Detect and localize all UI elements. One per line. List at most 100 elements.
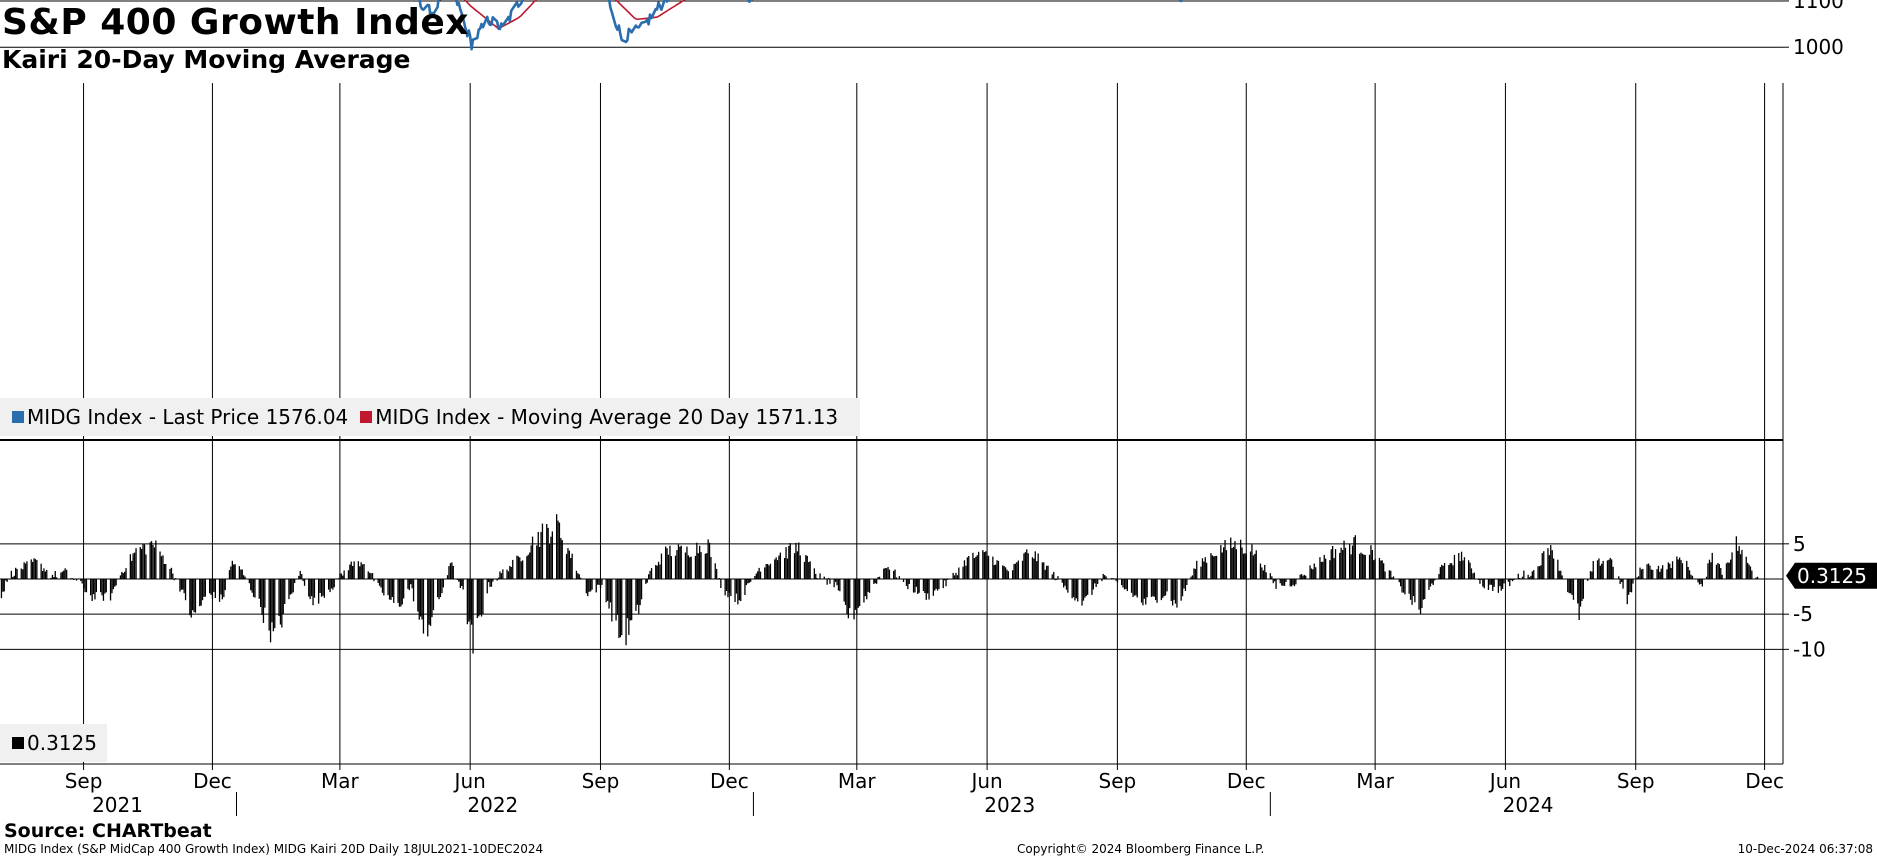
kairi-bar-561: [1112, 578, 1114, 579]
kairi-bar-250: [496, 579, 498, 581]
year-label-2024: 2024: [1503, 793, 1554, 817]
kairi-bar-584: [1156, 579, 1158, 603]
kairi-bar-450: [893, 570, 895, 579]
kairi-bar-600: [1190, 576, 1192, 579]
kairi-bar-729: [1443, 563, 1446, 579]
footer-description: MIDG Index (S&P MidCap 400 Growth Index)…: [4, 842, 544, 856]
kairi-bar-371: [735, 579, 738, 594]
kairi-bar-202: [400, 579, 402, 607]
kairi-bar-878: [1739, 554, 1742, 579]
kairi-bar-92: [182, 579, 184, 590]
kairi-bar-405: [803, 561, 806, 579]
kairi-bar-51: [101, 579, 103, 596]
kairi-bar-558: [1105, 576, 1107, 579]
kairi-bar-24: [46, 569, 48, 579]
kairi-bar-625: [1240, 539, 1242, 579]
kairi-bar-807: [1599, 565, 1601, 579]
kairi-bar-141: [279, 579, 282, 625]
kairi-bar-720: [1428, 579, 1430, 590]
kairi-bar-49: [95, 579, 97, 593]
kairi-bar-418: [827, 577, 830, 579]
kairi-bar-723: [1432, 579, 1434, 585]
kairi-bar-134: [264, 579, 266, 608]
kairi-bar-180: [357, 561, 359, 579]
kairi-bar-886: [1756, 576, 1759, 579]
kairi-bar-819: [1622, 579, 1624, 589]
kairi-bar-52: [102, 579, 105, 601]
kairi-bar-338: [669, 545, 671, 579]
kairi-bar-782: [1550, 545, 1552, 579]
kairi-bar-78: [153, 547, 156, 579]
kairi-bar-358: [708, 542, 711, 579]
kairi-bar-787: [1560, 570, 1562, 579]
kairi-bar-244: [482, 579, 484, 615]
kairi-bar-652: [1292, 579, 1294, 585]
kairi-bar-812: [1609, 557, 1611, 579]
kairi-bar-770: [1527, 574, 1529, 579]
kairi-bar-435: [863, 579, 865, 603]
kairi-bar-788: [1561, 575, 1563, 579]
kairi-bar-536: [1063, 579, 1065, 588]
kairi-bar-442: [876, 579, 878, 584]
kairi-bar-722: [1431, 579, 1433, 584]
chart-title: S&P 400 Growth Index: [2, 2, 470, 43]
kairi-bar-437: [866, 579, 868, 600]
kairi-bar-2: [3, 579, 5, 592]
kairi-bar-339: [670, 556, 672, 579]
kairi-bar-224: [442, 579, 444, 588]
kairi-bar-715: [1418, 579, 1420, 610]
kairi-bar-643: [1274, 579, 1276, 582]
kairi-bar-620: [1230, 537, 1232, 579]
kairi-bar-137: [271, 579, 273, 623]
price-legend: MIDG Index - Last Price 1576.04 MIDG Inde…: [0, 398, 861, 436]
kairi-bar-681: [1350, 554, 1352, 579]
kairi-bar-302: [598, 579, 600, 585]
kairi-bar-829: [1642, 568, 1644, 579]
kairi-bar-7: [13, 575, 15, 579]
kairi-bar-269: [531, 536, 534, 579]
kairi-bar-107: [211, 579, 214, 599]
kairi-bar-735: [1458, 553, 1460, 579]
kairi-bar-657: [1302, 575, 1304, 579]
kairi-bar-362: [717, 579, 719, 580]
kairi-bar-825: [1636, 577, 1638, 579]
kairi-bar-87: [172, 573, 174, 579]
kairi-bar-455: [902, 579, 905, 582]
kairi-bar-382: [757, 571, 759, 579]
kairi-bar-122: [241, 569, 243, 579]
kairi-bar-158: [312, 579, 314, 606]
kairi-bar-261: [517, 556, 519, 579]
kairi-bar-866: [1717, 563, 1719, 579]
kairi-bar-159: [313, 579, 316, 598]
legend-swatch-kairi: [12, 737, 24, 749]
kairi-bar-337: [667, 554, 670, 579]
kairi-bar-721: [1429, 579, 1432, 587]
kairi-bar-470: [932, 579, 934, 596]
kairi-bar-611: [1211, 555, 1213, 579]
kairi-bar-533: [1055, 579, 1058, 580]
kairi-bar-834: [1652, 569, 1654, 579]
kairi-bar-317: [628, 579, 630, 635]
kairi-bar-369: [730, 579, 732, 597]
x-tick-label-8: Sep: [1099, 769, 1137, 793]
kairi-bar-672: [1332, 546, 1334, 579]
kairi-bar-175: [347, 570, 350, 579]
kairi-bar-694: [1374, 558, 1376, 579]
kairi-bar-451: [894, 569, 896, 579]
kairi-bar-332: [657, 561, 660, 579]
kairi-bar-319: [631, 579, 633, 621]
kairi-bar-885: [1755, 577, 1757, 579]
kairi-bar-398: [788, 545, 790, 579]
kairi-bar-246: [488, 579, 490, 583]
kairi-bar-564: [1116, 579, 1119, 583]
kairi-bar-529: [1047, 565, 1049, 579]
kairi-bar-634: [1255, 550, 1257, 579]
kairi-bar-215: [427, 579, 429, 637]
kairi-bar-31: [61, 571, 63, 579]
kairi-bar-55: [109, 579, 112, 601]
kairi-bar-14: [26, 561, 28, 579]
x-tick-label-5: Dec: [710, 769, 749, 793]
x-tick-label-4: Sep: [582, 769, 620, 793]
kairi-bar-128: [252, 579, 255, 597]
kairi-bar-759: [1503, 579, 1505, 584]
